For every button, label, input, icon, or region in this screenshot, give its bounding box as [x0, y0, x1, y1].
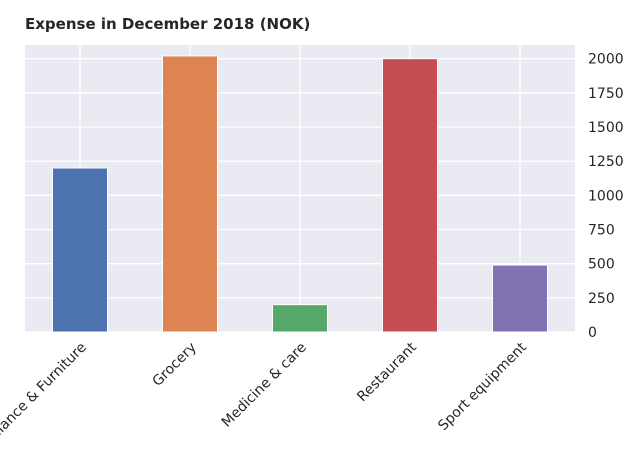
y-tick-label: 500 — [588, 257, 615, 273]
bar — [382, 58, 438, 333]
y-tick-label: 1500 — [588, 120, 624, 136]
y-tick-label: 250 — [588, 291, 615, 307]
chart-title: Expense in December 2018 (NOK) — [25, 15, 311, 33]
y-axis-ticks: 0 250 500 750 1000 1250 1500 1750 2000 — [588, 52, 624, 341]
x-tick-label: Sport equipment — [435, 339, 530, 434]
y-tick-label: 0 — [588, 325, 597, 341]
bar — [52, 167, 108, 333]
bar — [272, 304, 328, 333]
bars — [52, 55, 548, 333]
y-tick-label: 2000 — [588, 52, 624, 68]
y-tick-label: 1000 — [588, 188, 624, 204]
y-tick-label: 1750 — [588, 86, 624, 102]
bar — [162, 55, 218, 333]
y-tick-label: 1250 — [588, 154, 624, 170]
x-axis-ticks: Appliance & Furniture Grocery Medicine & c… — [0, 339, 530, 458]
x-tick-label: Grocery — [149, 340, 199, 390]
x-tick-label: Appliance & Furniture — [0, 340, 90, 458]
x-tick-label: Medicine & care — [219, 340, 310, 431]
y-tick-label: 750 — [588, 223, 615, 239]
x-tick-label: Restaurant — [354, 339, 420, 405]
bar — [492, 264, 548, 333]
